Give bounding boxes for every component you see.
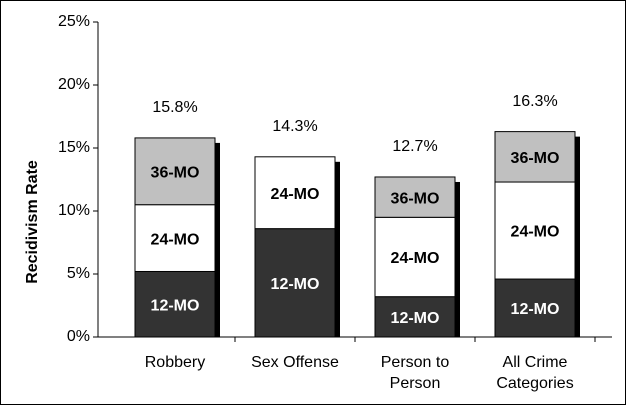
y-tick-label: 25%: [58, 13, 90, 30]
y-tick-label: 20%: [58, 76, 90, 93]
segment-label: 24-MO: [151, 231, 200, 248]
y-tick-label: 15%: [58, 139, 90, 156]
x-tick-label: All Crime Categories: [496, 354, 574, 392]
segment-label: 36-MO: [511, 150, 560, 167]
x-tick-label: Robbery: [144, 354, 206, 371]
bar-segment: [374, 216, 456, 298]
total-label: 16.3%: [512, 93, 557, 110]
segment-label: 12-MO: [271, 276, 320, 293]
bar-segment: [254, 228, 336, 338]
segment-label: 36-MO: [151, 165, 200, 182]
segment-label: 12-MO: [511, 301, 560, 318]
y-tick-label: 5%: [67, 265, 90, 282]
bar-segment: [254, 156, 336, 230]
total-label: 12.7%: [392, 138, 437, 155]
segment-label: 24-MO: [391, 250, 440, 267]
segment-label: 24-MO: [511, 224, 560, 241]
segment-label: 12-MO: [151, 297, 200, 314]
segment-label: 12-MO: [391, 310, 440, 327]
bar-segment: [494, 131, 576, 183]
bar-segment: [494, 278, 576, 338]
segment-label: 36-MO: [391, 190, 440, 207]
bar-segment: [134, 204, 216, 272]
bar-segment: [134, 137, 216, 206]
x-tick-label: Sex Offense: [251, 354, 339, 371]
y-axis-label: Recidivism Rate: [24, 160, 41, 284]
total-label: 15.8%: [152, 99, 197, 116]
total-label: 14.3%: [272, 118, 317, 135]
y-tick-label: 10%: [58, 202, 90, 219]
segment-label: 24-MO: [271, 186, 320, 203]
bar-segment: [134, 270, 216, 338]
x-tick-label: Person to Person: [380, 354, 450, 392]
y-tick-label: 0%: [67, 328, 90, 345]
bar-segment: [374, 176, 456, 218]
